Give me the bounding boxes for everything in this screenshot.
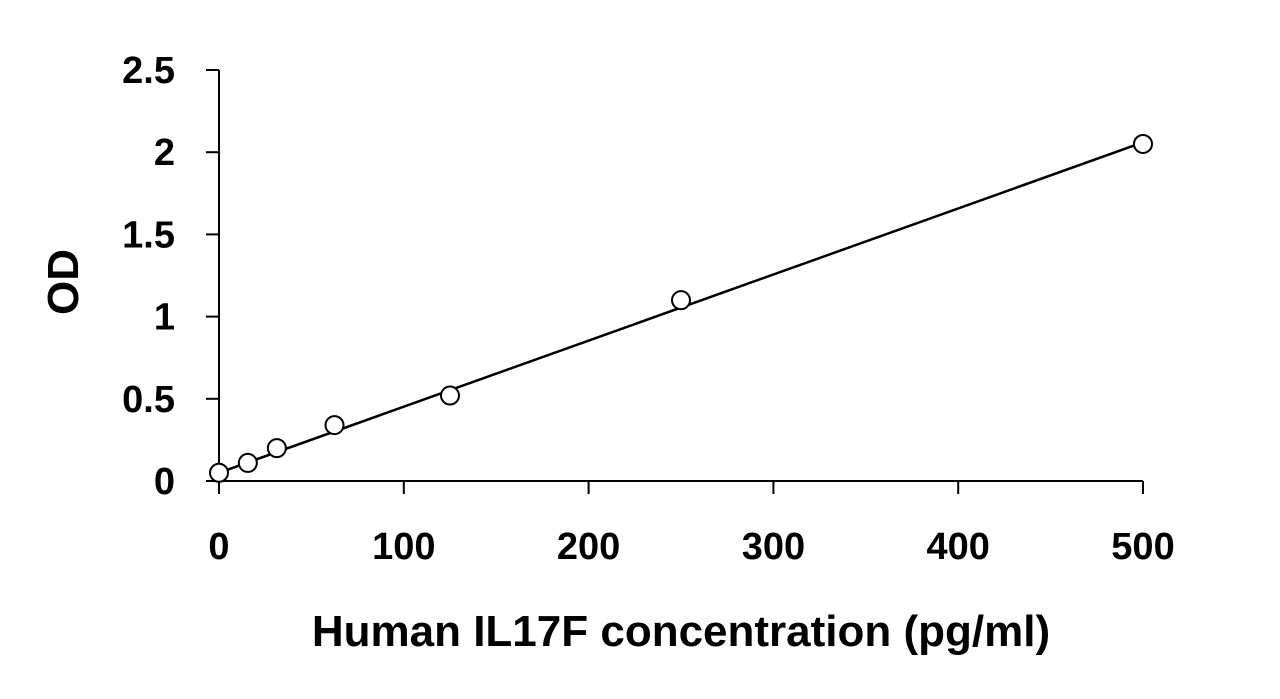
x-tick-label: 100 (372, 526, 435, 568)
x-tick-label: 200 (557, 526, 620, 568)
data-point (671, 290, 691, 311)
data-point (237, 452, 258, 473)
y-tick-label: 1.5 (122, 214, 175, 256)
x-tick-label: 400 (926, 526, 989, 568)
data-points-layer (209, 133, 1153, 483)
data-point (324, 415, 345, 436)
labels-layer: 0 0.5 1 1.5 2 2.5 0 100 200 300 400 500 (122, 50, 1175, 568)
y-tick-label: 2 (154, 132, 175, 174)
y-tick-label: 1 (154, 297, 175, 339)
y-tick-label: 2.5 (122, 50, 175, 92)
x-tick-label: 0 (208, 526, 229, 568)
x-tick-label: 300 (742, 526, 805, 568)
axes (206, 69, 1144, 494)
data-point (266, 438, 287, 459)
data-point (1133, 133, 1153, 154)
x-tick-label: 500 (1111, 526, 1174, 568)
y-tick-label: 0.5 (122, 379, 175, 421)
y-tick-label: 0 (154, 461, 175, 503)
y-axis-title: OD (39, 249, 88, 315)
data-point (209, 462, 229, 483)
data-point (440, 385, 460, 406)
x-axis-title: Human IL17F concentration (pg/ml) (312, 607, 1050, 656)
